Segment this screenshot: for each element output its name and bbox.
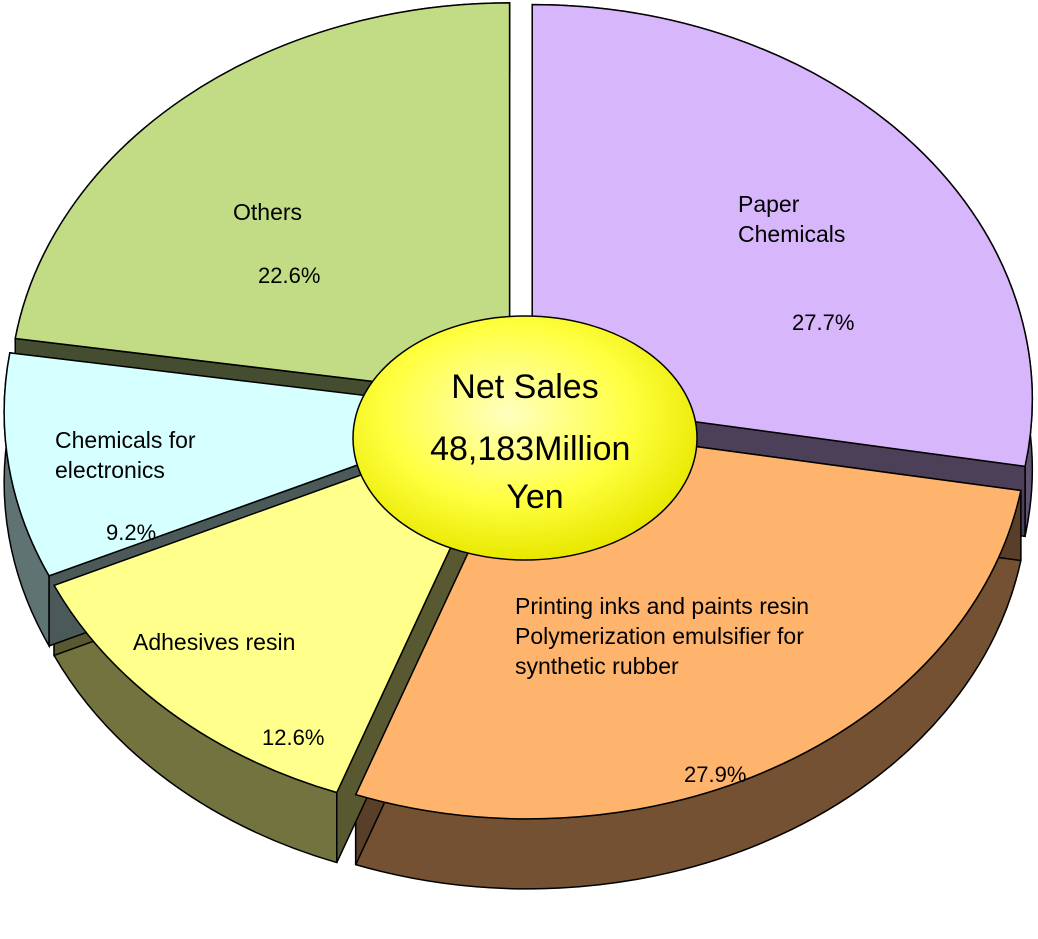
slice-label: Adhesives resin	[133, 629, 295, 655]
value-label: 12.6%	[262, 725, 324, 750]
value-label: 22.6%	[258, 263, 320, 288]
chart-subtitle: 48,183Million Yen	[430, 430, 640, 516]
value-label: 27.9%	[684, 762, 746, 787]
slice-label: Paper Chemicals	[738, 191, 845, 247]
chart-title: Net Sales	[451, 368, 598, 406]
slice-label: Others	[233, 199, 302, 225]
slice-label: Chemicals for electronics	[55, 427, 202, 483]
slice-label: Printing inks and paints resin Polymeriz…	[515, 593, 815, 679]
value-label: 27.7%	[792, 310, 854, 335]
center-disc	[352, 315, 698, 561]
slice	[14, 2, 511, 399]
slice	[531, 3, 1033, 468]
value-label: 9.2%	[106, 520, 156, 545]
